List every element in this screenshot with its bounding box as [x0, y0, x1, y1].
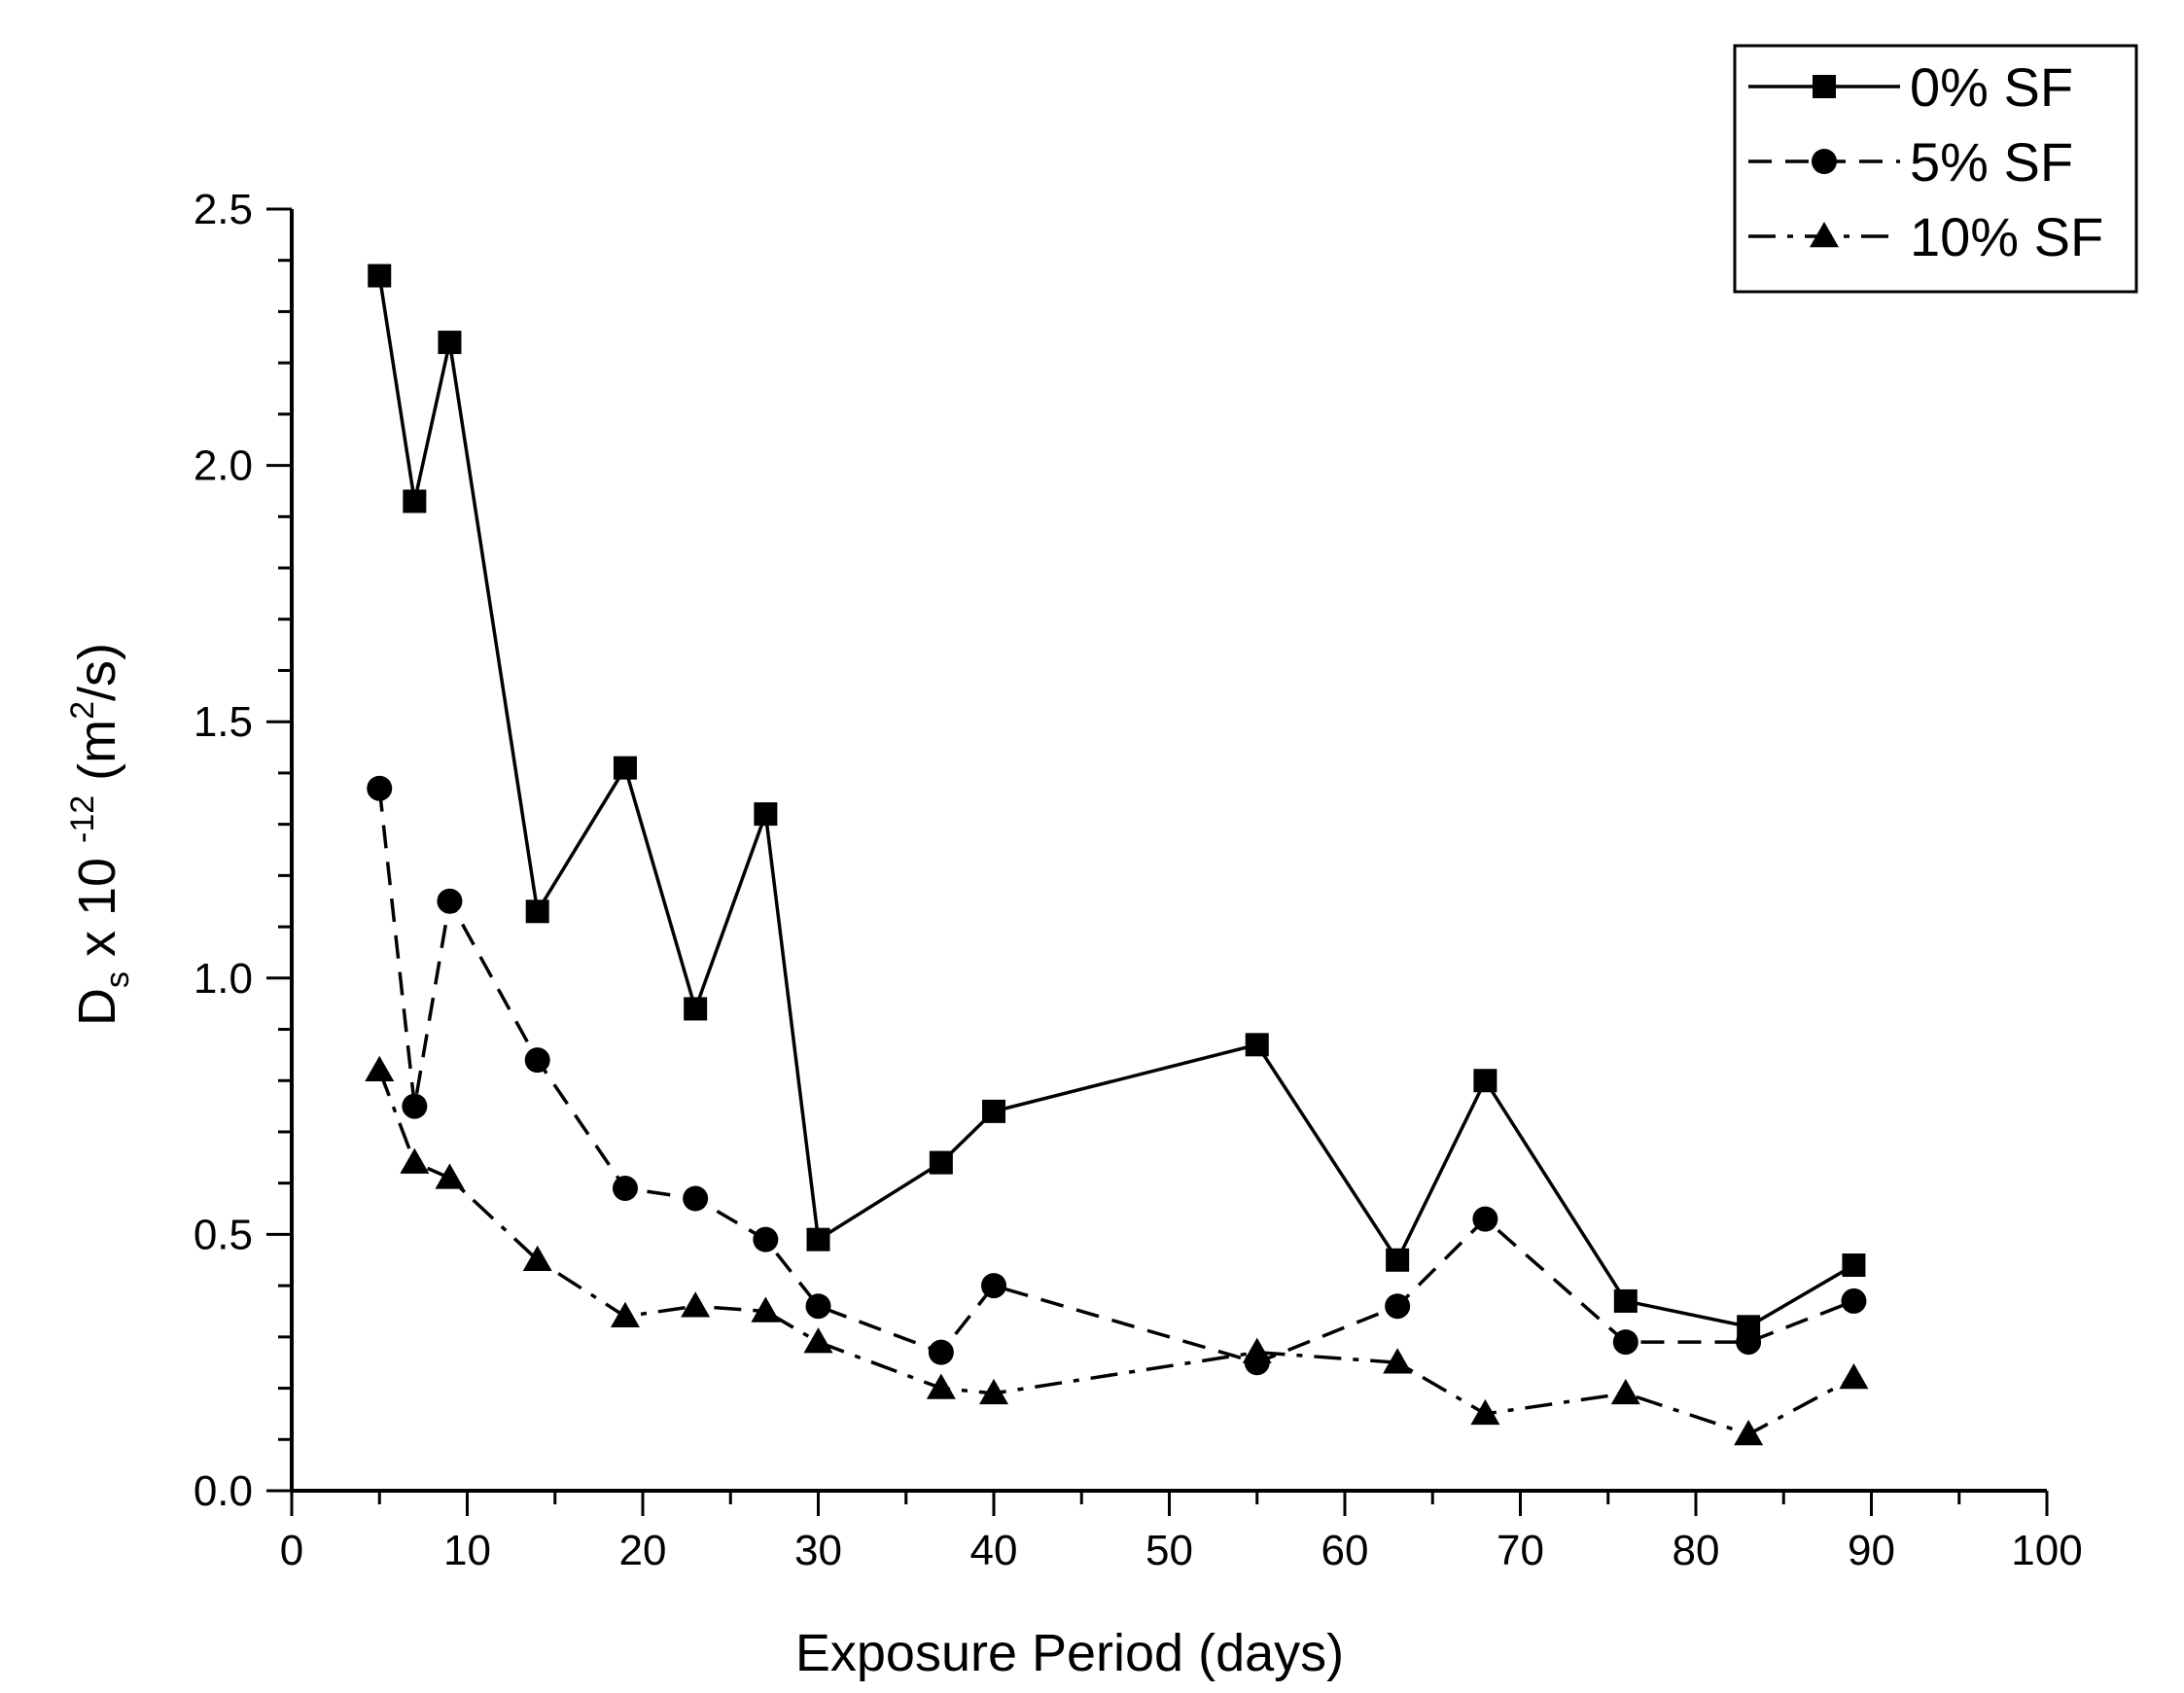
legend-marker-0pct-sf — [1813, 75, 1836, 98]
data-point-5pct-sf — [928, 1339, 954, 1365]
data-point-5pct-sf — [1612, 1329, 1638, 1356]
x-tick-label: 100 — [2011, 1527, 2082, 1574]
data-point-5pct-sf — [805, 1293, 831, 1320]
data-point-5pct-sf — [981, 1273, 1006, 1299]
series-line-10pct-sf — [377, 1070, 1855, 1436]
plot-area — [365, 264, 1869, 1446]
y-axis-title-unit-open: (m — [68, 720, 126, 795]
legend-label-5pct-sf: 5% SF — [1910, 131, 2073, 193]
series-line-5pct-sf — [377, 788, 1855, 1364]
data-point-0pct-sf — [754, 802, 778, 827]
data-point-5pct-sf — [1736, 1329, 1762, 1356]
legend-label-10pct-sf: 10% SF — [1910, 206, 2103, 267]
x-tick-label: 40 — [970, 1527, 1018, 1574]
y-axis-title-exponent: -12 — [64, 795, 101, 843]
data-point-0pct-sf — [684, 997, 708, 1021]
data-point-5pct-sf — [683, 1185, 709, 1212]
legend-marker-5pct-sf — [1812, 149, 1837, 174]
data-point-0pct-sf — [403, 489, 427, 513]
x-tick-label: 70 — [1497, 1527, 1544, 1574]
data-point-0pct-sf — [929, 1150, 953, 1175]
data-point-10pct-sf — [435, 1163, 465, 1189]
data-point-10pct-sf — [751, 1296, 781, 1323]
data-point-0pct-sf — [525, 899, 549, 924]
y-tick-label: 0.5 — [194, 1211, 253, 1258]
x-axis-title: Exposure Period (days) — [795, 1624, 1344, 1682]
series-line-0pct-sf — [377, 275, 1855, 1329]
data-point-5pct-sf — [1385, 1293, 1411, 1320]
data-point-5pct-sf — [367, 775, 393, 801]
data-point-5pct-sf — [402, 1093, 428, 1119]
y-tick-label: 0.0 — [194, 1467, 253, 1515]
data-point-10pct-sf — [1734, 1420, 1764, 1446]
data-point-0pct-sf — [438, 331, 462, 355]
x-tick-label: 20 — [619, 1527, 667, 1574]
y-tick-label: 2.0 — [194, 442, 253, 490]
data-point-5pct-sf — [437, 888, 463, 914]
y-axis-title-unit-exponent: 2 — [64, 701, 101, 720]
data-point-0pct-sf — [1473, 1069, 1497, 1093]
y-axis-title-subscript: s — [99, 971, 136, 988]
y-tick-label: 2.5 — [194, 186, 253, 233]
data-point-0pct-sf — [1842, 1253, 1866, 1278]
data-point-10pct-sf — [1383, 1348, 1413, 1374]
data-point-0pct-sf — [1613, 1288, 1638, 1313]
data-point-0pct-sf — [1245, 1033, 1269, 1057]
data-point-10pct-sf — [1470, 1398, 1500, 1426]
data-point-0pct-sf — [368, 264, 392, 288]
data-point-5pct-sf — [612, 1175, 638, 1201]
y-axis-title-unit-close: /s) — [68, 643, 126, 701]
data-point-0pct-sf — [1386, 1248, 1410, 1272]
data-point-10pct-sf — [522, 1245, 552, 1272]
data-point-10pct-sf — [1610, 1378, 1640, 1405]
data-point-10pct-sf — [610, 1301, 640, 1328]
legend: 0% SF 5% SF 10% SF — [1733, 44, 2138, 294]
data-point-10pct-sf — [1839, 1363, 1869, 1390]
x-tick-label: 0 — [280, 1527, 303, 1574]
y-axis-title-mid: x 10 — [68, 843, 126, 971]
y-axis-title: Ds x 10 -12 (m2/s) — [64, 643, 136, 1026]
x-tick-label: 10 — [443, 1527, 491, 1574]
x-tick-label: 60 — [1321, 1527, 1369, 1574]
data-point-10pct-sf — [1242, 1337, 1272, 1363]
data-point-0pct-sf — [613, 756, 637, 780]
data-point-10pct-sf — [365, 1055, 395, 1081]
axes: 0 10 20 30 40 50 60 70 80 90 100 0.0 0.5 1.0 1.5 2.0 2.5 — [194, 186, 2083, 1574]
data-point-10pct-sf — [926, 1373, 956, 1399]
data-point-0pct-sf — [982, 1099, 1005, 1123]
y-tick-label: 1.5 — [194, 698, 253, 746]
data-point-10pct-sf — [681, 1291, 711, 1318]
data-point-0pct-sf — [806, 1227, 830, 1252]
x-tick-label: 30 — [794, 1527, 842, 1574]
data-point-5pct-sf — [1472, 1206, 1498, 1232]
x-tick-label: 90 — [1848, 1527, 1895, 1574]
x-tick-label: 50 — [1145, 1527, 1193, 1574]
legend-marker-10pct-sf — [1810, 222, 1839, 248]
data-point-10pct-sf — [803, 1327, 833, 1354]
data-point-5pct-sf — [1841, 1287, 1867, 1314]
legend-label-0pct-sf: 0% SF — [1910, 56, 2073, 118]
x-tick-label: 80 — [1673, 1527, 1720, 1574]
data-point-10pct-sf — [979, 1378, 1008, 1405]
data-point-10pct-sf — [400, 1147, 430, 1174]
y-tick-label: 1.0 — [194, 955, 253, 1003]
data-point-5pct-sf — [753, 1226, 779, 1252]
y-axis-title-base: D — [68, 988, 126, 1026]
data-point-5pct-sf — [524, 1047, 550, 1074]
